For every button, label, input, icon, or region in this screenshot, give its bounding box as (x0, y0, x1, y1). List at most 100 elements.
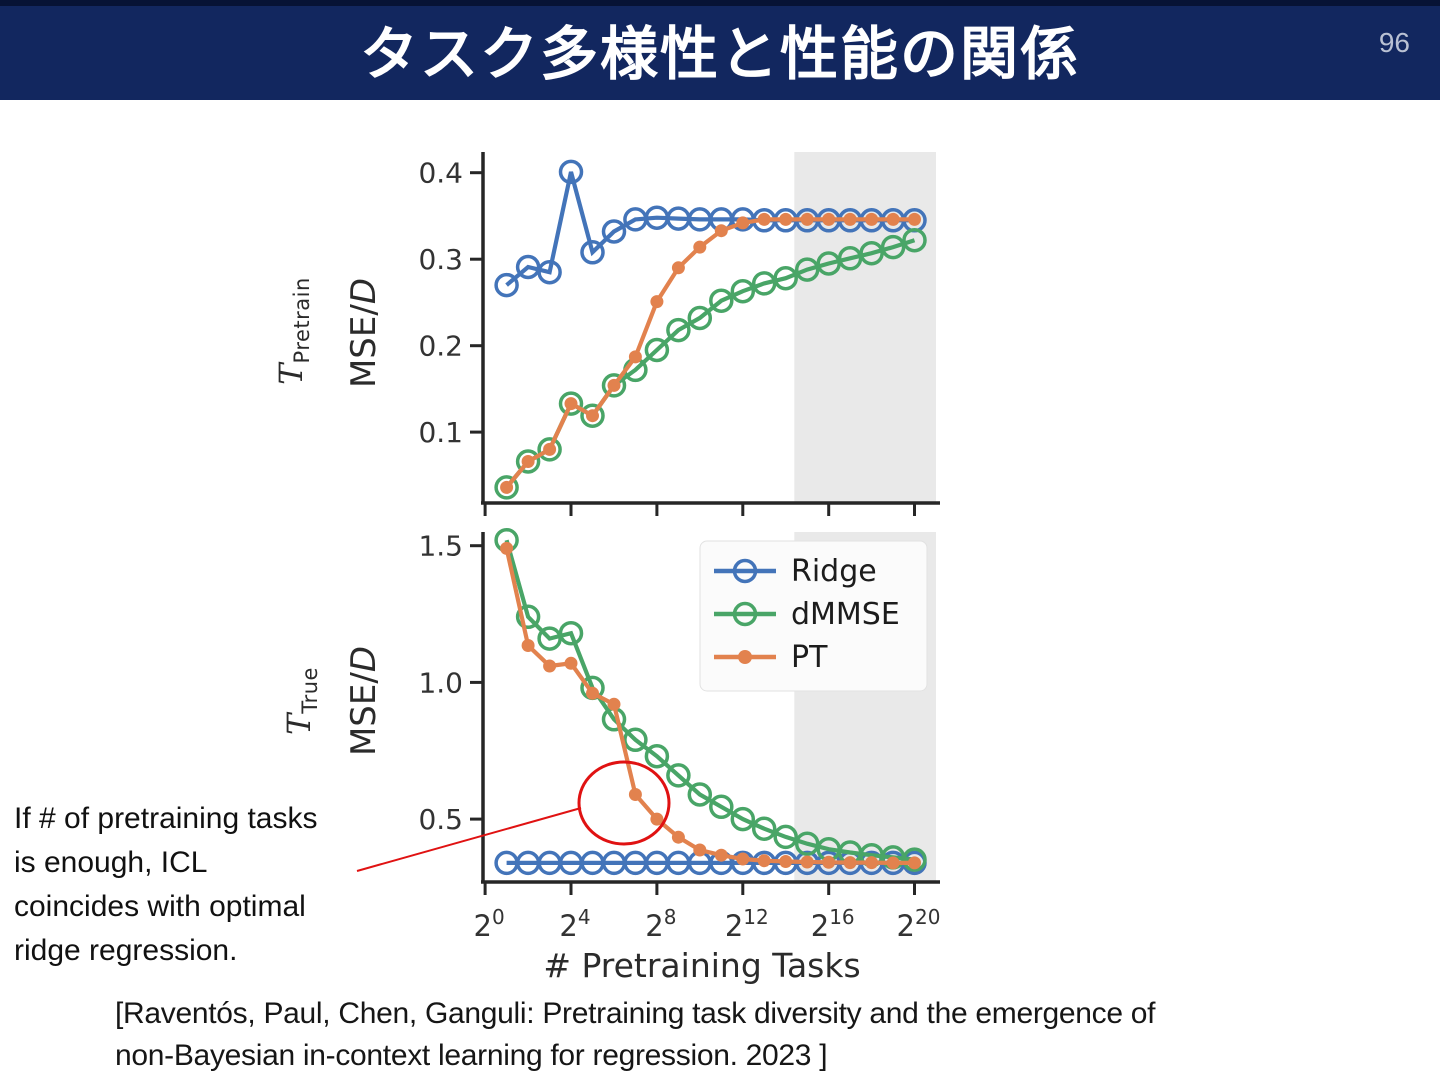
data-point-marker (865, 212, 879, 226)
data-point-marker (494, 272, 519, 298)
data-point-marker (558, 391, 584, 416)
x-axis-title: # Pretraining Tasks (543, 946, 860, 985)
page-title: タスク多様性と性能の関係 (359, 22, 1080, 87)
y-axis-label-bottom: MSE/D (344, 646, 384, 756)
script-t-symbol: T (280, 713, 318, 735)
data-point-marker (687, 782, 713, 807)
data-point-marker (730, 278, 756, 304)
row-label-true-sub: True (298, 667, 322, 714)
data-point-marker (773, 824, 798, 850)
slide-header: タスク多様性と性能の関係 96 (0, 0, 1440, 100)
data-point-marker (666, 763, 691, 788)
data-point-marker (757, 212, 771, 226)
data-point-marker (628, 788, 642, 801)
data-point-marker (671, 830, 685, 844)
data-point-marker (714, 224, 728, 238)
row-label-pretrain: TPretrain (272, 277, 314, 385)
data-point-marker (794, 257, 820, 282)
highlight-ellipse (577, 760, 671, 846)
series-pt (500, 212, 921, 494)
data-point-marker (800, 855, 814, 869)
data-point-marker (628, 350, 642, 364)
data-point-marker (580, 403, 605, 428)
row-label-pretrain-sub: Pretrain (290, 277, 314, 364)
data-point-marker (564, 656, 578, 670)
x-tick-label: 20 (474, 905, 505, 943)
data-point-marker (650, 295, 664, 309)
data-point-marker (779, 855, 793, 868)
y-tick-label: 0.5 (418, 803, 463, 836)
data-point-marker (880, 234, 906, 260)
x-tick-label: 216 (811, 905, 855, 943)
data-point-marker (709, 288, 734, 313)
data-point-marker (779, 212, 793, 226)
data-point-marker (693, 843, 707, 857)
data-point-marker (666, 317, 691, 343)
data-point-marker (586, 686, 599, 700)
data-point-marker (543, 442, 557, 456)
data-point-marker (500, 480, 514, 494)
annotation-text: If # of pretraining tasks is enough, ICL… (14, 802, 318, 967)
y-tick-label: 0.2 (418, 330, 463, 363)
legend-label: dMMSE (791, 597, 900, 632)
legend-sample-marker (732, 601, 758, 627)
data-point-marker (623, 727, 648, 753)
x-tick-label: 212 (725, 905, 769, 943)
data-point-marker (515, 449, 541, 474)
row-label-true: TTrue (280, 667, 322, 735)
series-dmmse (494, 527, 927, 872)
ylabel-text: MSE/ (344, 304, 384, 389)
data-point-marker (730, 806, 756, 832)
ylabel-d-italic: D (344, 645, 384, 673)
bottom-plot: 0.5 1.0 1.5 20 24 28 212 216 220 # Pretraining Ta… (418, 527, 941, 985)
ylabel-text: MSE/ (344, 672, 384, 757)
data-point-marker (537, 259, 562, 285)
data-point-marker (859, 240, 884, 266)
data-point-marker (709, 794, 734, 820)
extrapolation-band (794, 152, 936, 503)
data-point-marker (757, 854, 771, 868)
y-tick-label: 0.4 (418, 157, 463, 190)
data-point-marker (843, 856, 857, 870)
y-tick-label: 1.5 (418, 530, 463, 563)
data-point-marker (736, 216, 750, 230)
data-point-marker (650, 812, 664, 826)
y-tick-label: 0.1 (418, 416, 463, 449)
data-point-marker (558, 620, 584, 646)
x-tick-label: 220 (897, 905, 941, 943)
x-tick-label: 24 (559, 905, 590, 943)
data-point-marker (902, 847, 927, 872)
data-point-marker (607, 697, 621, 711)
ylabel-d-italic: D (344, 277, 384, 305)
data-point-marker (773, 265, 798, 291)
page-number: 96 (1378, 27, 1410, 58)
data-point-marker (865, 856, 879, 870)
data-point-marker (800, 212, 814, 226)
data-point-marker (601, 219, 627, 244)
data-point-marker (515, 604, 541, 630)
y-tick-label: 1.0 (418, 666, 463, 699)
legend: Ridge dMMSE PT (699, 540, 928, 692)
data-point-marker (521, 455, 535, 468)
top-plot: 0.1 0.2 0.3 0.4 (418, 152, 940, 516)
data-point-marker (794, 831, 820, 856)
y-axis-label-top: MSE/D (344, 278, 384, 388)
citation-text: [Raventós, Paul, Chen, Ganguli: Pretrain… (115, 997, 1156, 1072)
legend-box (699, 540, 928, 692)
data-point-marker (908, 212, 921, 226)
data-point-marker (644, 743, 670, 769)
legend-sample-marker (738, 650, 752, 664)
legend-sample-marker (732, 558, 758, 584)
data-point-marker (644, 337, 670, 363)
data-point-marker (543, 659, 557, 673)
data-point-marker (714, 848, 728, 862)
data-point-marker (886, 856, 900, 870)
data-point-marker (751, 816, 777, 841)
data-point-marker (500, 541, 514, 555)
data-point-marker (580, 240, 605, 265)
data-point-marker (537, 437, 562, 462)
script-t-symbol: T (272, 363, 310, 385)
data-point-marker (693, 240, 707, 254)
